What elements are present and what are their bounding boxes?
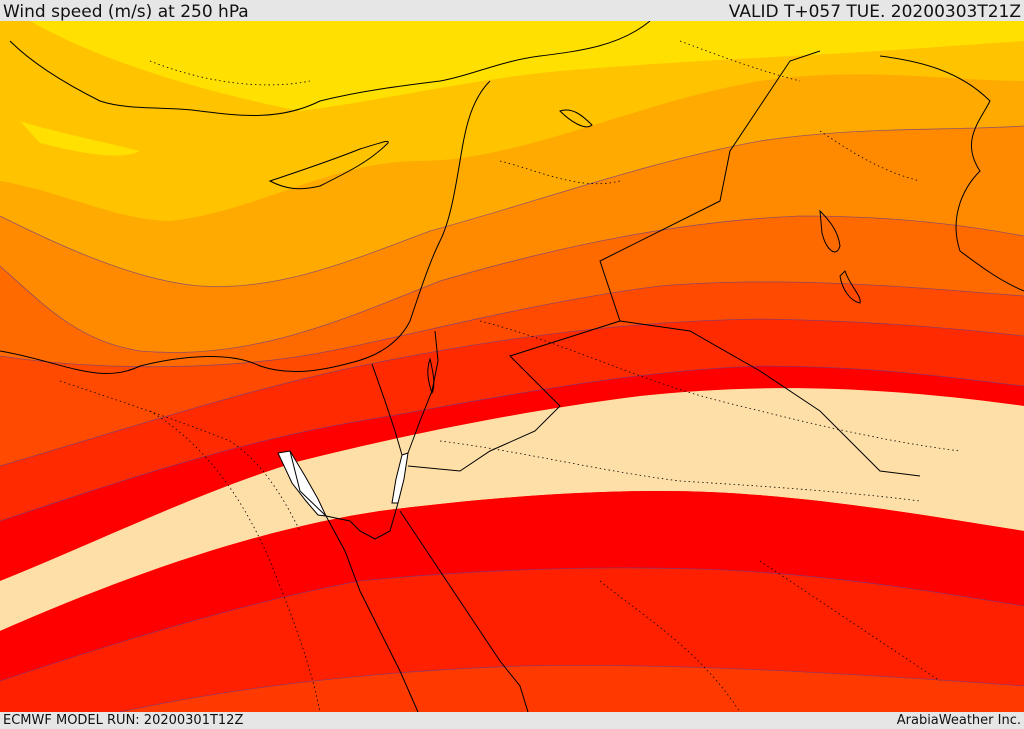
map-title: Wind speed (m/s) at 250 hPa — [3, 2, 249, 22]
valid-time: VALID T+057 TUE. 20200303T21Z — [728, 2, 1021, 22]
coastlines — [0, 21, 1024, 712]
contour-lines — [0, 125, 1024, 712]
jet-core-band — [0, 388, 1024, 631]
band-lower-3 — [120, 665, 1024, 712]
credit-label: ArabiaWeather Inc. — [896, 713, 1021, 728]
model-run: ECMWF MODEL RUN: 20200301T12Z — [3, 713, 244, 728]
wind-speed-map — [0, 21, 1024, 712]
header-bar: Wind speed (m/s) at 250 hPa VALID T+057 … — [0, 0, 1024, 21]
internal-borders — [59, 40, 961, 712]
light-streak — [20, 121, 140, 156]
footer-bar: ECMWF MODEL RUN: 20200301T12Z ArabiaWeat… — [0, 712, 1024, 729]
